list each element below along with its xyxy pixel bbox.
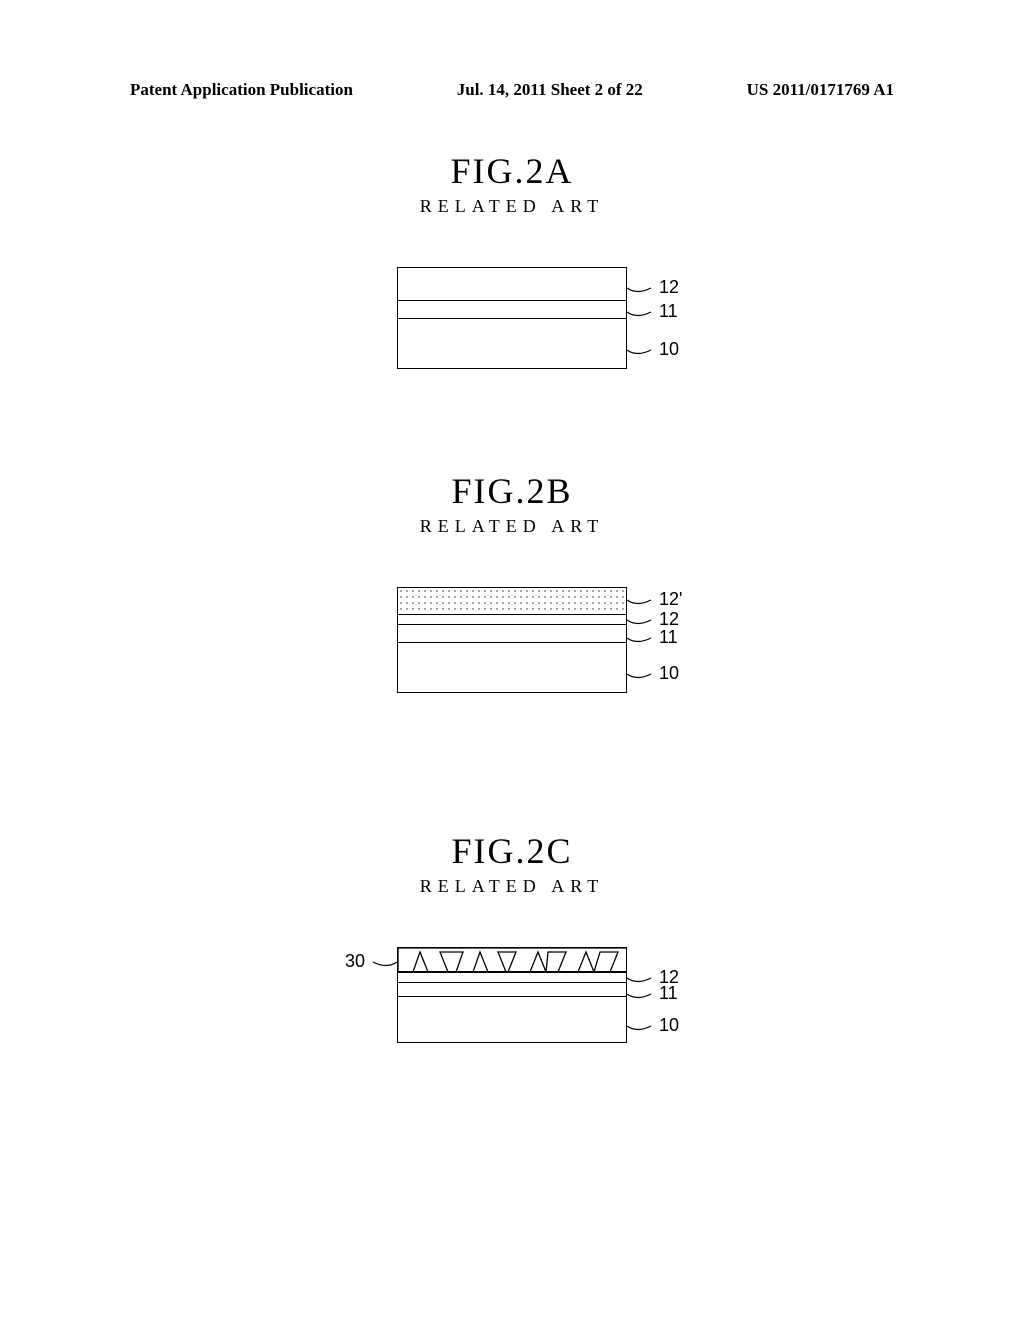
header-patent-number: US 2011/0171769 A1 <box>747 80 894 100</box>
layer-11 <box>398 300 626 318</box>
layer-10 <box>398 642 626 692</box>
figure-title: FIG.2A <box>0 150 1024 192</box>
leader-30: 30 <box>337 951 397 972</box>
layer-12 <box>398 614 626 624</box>
layer-11 <box>398 982 626 996</box>
leader-11: 11 <box>627 627 697 648</box>
figure-subtitle: RELATED ART <box>0 196 1024 217</box>
layer-10 <box>398 996 626 1042</box>
leader-10: 10 <box>627 663 697 684</box>
diagram-2a: 12 11 10 <box>397 267 627 369</box>
leader-10: 10 <box>627 339 697 360</box>
diagram-2b: 12' 12 11 10 <box>397 587 627 693</box>
figure-title: FIG.2B <box>0 470 1024 512</box>
figure-subtitle: RELATED ART <box>0 516 1024 537</box>
leader-11: 11 <box>627 301 697 322</box>
label-11: 11 <box>659 301 678 322</box>
layer-12 <box>398 268 626 300</box>
figure-title: FIG.2C <box>0 830 1024 872</box>
leader-11: 11 <box>627 983 697 1004</box>
figure-2a: FIG.2A RELATED ART 12 11 10 <box>0 150 1024 369</box>
label-10: 10 <box>659 339 679 360</box>
page-header: Patent Application Publication Jul. 14, … <box>0 0 1024 100</box>
layer-10 <box>398 318 626 368</box>
layer-12 <box>398 972 626 982</box>
label-11: 11 <box>659 983 678 1004</box>
label-10: 10 <box>659 1015 679 1036</box>
figure-2b: FIG.2B RELATED ART 12' 12 11 <box>0 470 1024 693</box>
label-30: 30 <box>345 951 365 972</box>
label-11: 11 <box>659 627 678 648</box>
leader-12p: 12' <box>627 589 697 610</box>
leader-12: 12 <box>627 277 697 298</box>
diagram-2c: 30 12 11 10 <box>397 947 627 1043</box>
header-sheet-info: Jul. 14, 2011 Sheet 2 of 22 <box>457 80 643 100</box>
layer-11 <box>398 624 626 642</box>
label-10: 10 <box>659 663 679 684</box>
figure-subtitle: RELATED ART <box>0 876 1024 897</box>
header-publication: Patent Application Publication <box>130 80 353 100</box>
figure-2c: FIG.2C RELATED ART 30 12 <box>0 830 1024 1043</box>
layer-30-textured <box>398 948 626 972</box>
label-12p: 12' <box>659 589 682 610</box>
layer-12-prime <box>398 588 626 614</box>
label-12: 12 <box>659 277 679 298</box>
leader-10: 10 <box>627 1015 697 1036</box>
